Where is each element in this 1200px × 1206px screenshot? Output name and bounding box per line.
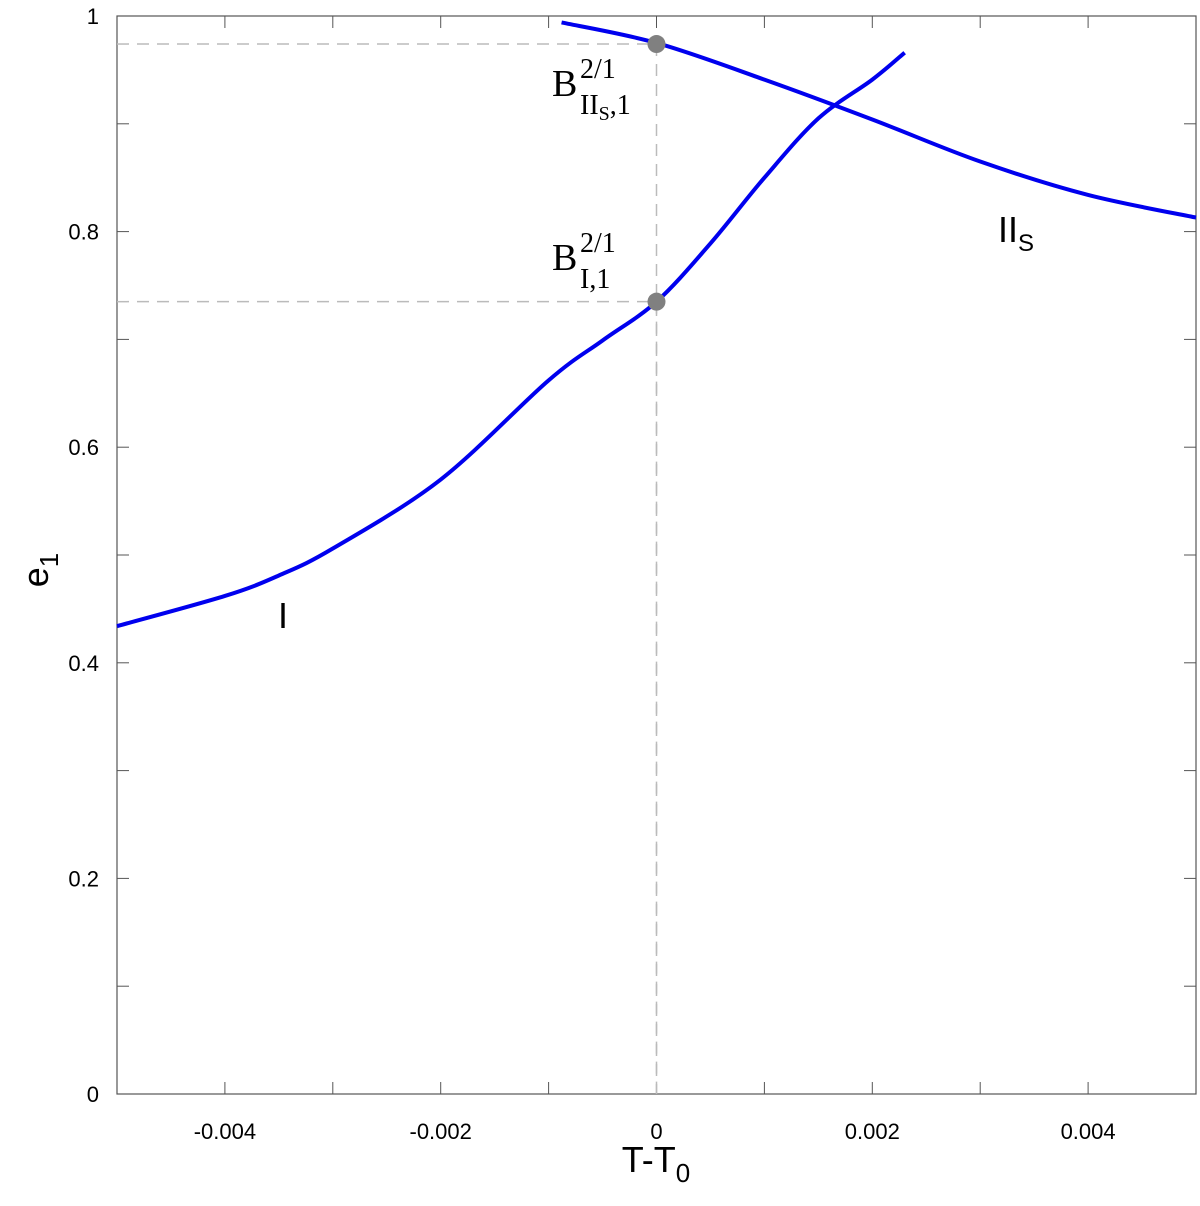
annotation-sub-text: I,1 bbox=[580, 264, 610, 295]
annotation-subtail: ,1 bbox=[610, 90, 631, 121]
series-label: I bbox=[278, 595, 288, 636]
y-axis-title-text: e bbox=[15, 567, 56, 587]
x-tick-label: 0.004 bbox=[1061, 1119, 1116, 1144]
x-tick-label: -0.004 bbox=[194, 1119, 256, 1144]
y-axis-title: e1 bbox=[15, 553, 64, 588]
series-label-sub: S bbox=[1018, 230, 1034, 257]
annotation-subsub: S bbox=[599, 103, 610, 125]
x-tick-label: 0.002 bbox=[845, 1119, 900, 1144]
annotation-sub: IIS,1 bbox=[580, 90, 631, 125]
x-axis-title: T-T0 bbox=[622, 1139, 690, 1188]
y-axis-title-sub: 1 bbox=[34, 553, 64, 567]
series-line bbox=[116, 51, 906, 629]
x-axis-title-text: T-T bbox=[622, 1139, 676, 1180]
annotation-base: B bbox=[552, 63, 577, 105]
annotation-sub: I,1 bbox=[580, 264, 610, 295]
y-tick-label: 0.8 bbox=[68, 220, 99, 245]
series-label-text: I bbox=[278, 595, 288, 636]
y-tick-label: 0.6 bbox=[68, 435, 99, 460]
x-tick-label: -0.002 bbox=[410, 1119, 472, 1144]
y-tick-label: 0.4 bbox=[68, 651, 99, 676]
annotation-sup: 2/1 bbox=[580, 228, 616, 259]
y-tick-label: 1 bbox=[87, 4, 99, 29]
annotation-sub-text: II bbox=[580, 90, 599, 121]
point bbox=[647, 292, 666, 311]
y-tick-label: 0 bbox=[87, 1082, 99, 1107]
point bbox=[647, 35, 666, 54]
annotation-sup: 2/1 bbox=[580, 54, 616, 85]
annotation-base: B bbox=[552, 237, 577, 279]
x-tick-label: 0 bbox=[650, 1119, 662, 1144]
series-label: IIS bbox=[998, 209, 1034, 257]
series-label-text: II bbox=[998, 209, 1018, 250]
x-axis-title-sub: 0 bbox=[676, 1158, 690, 1188]
y-tick-label: 0.2 bbox=[68, 866, 99, 891]
